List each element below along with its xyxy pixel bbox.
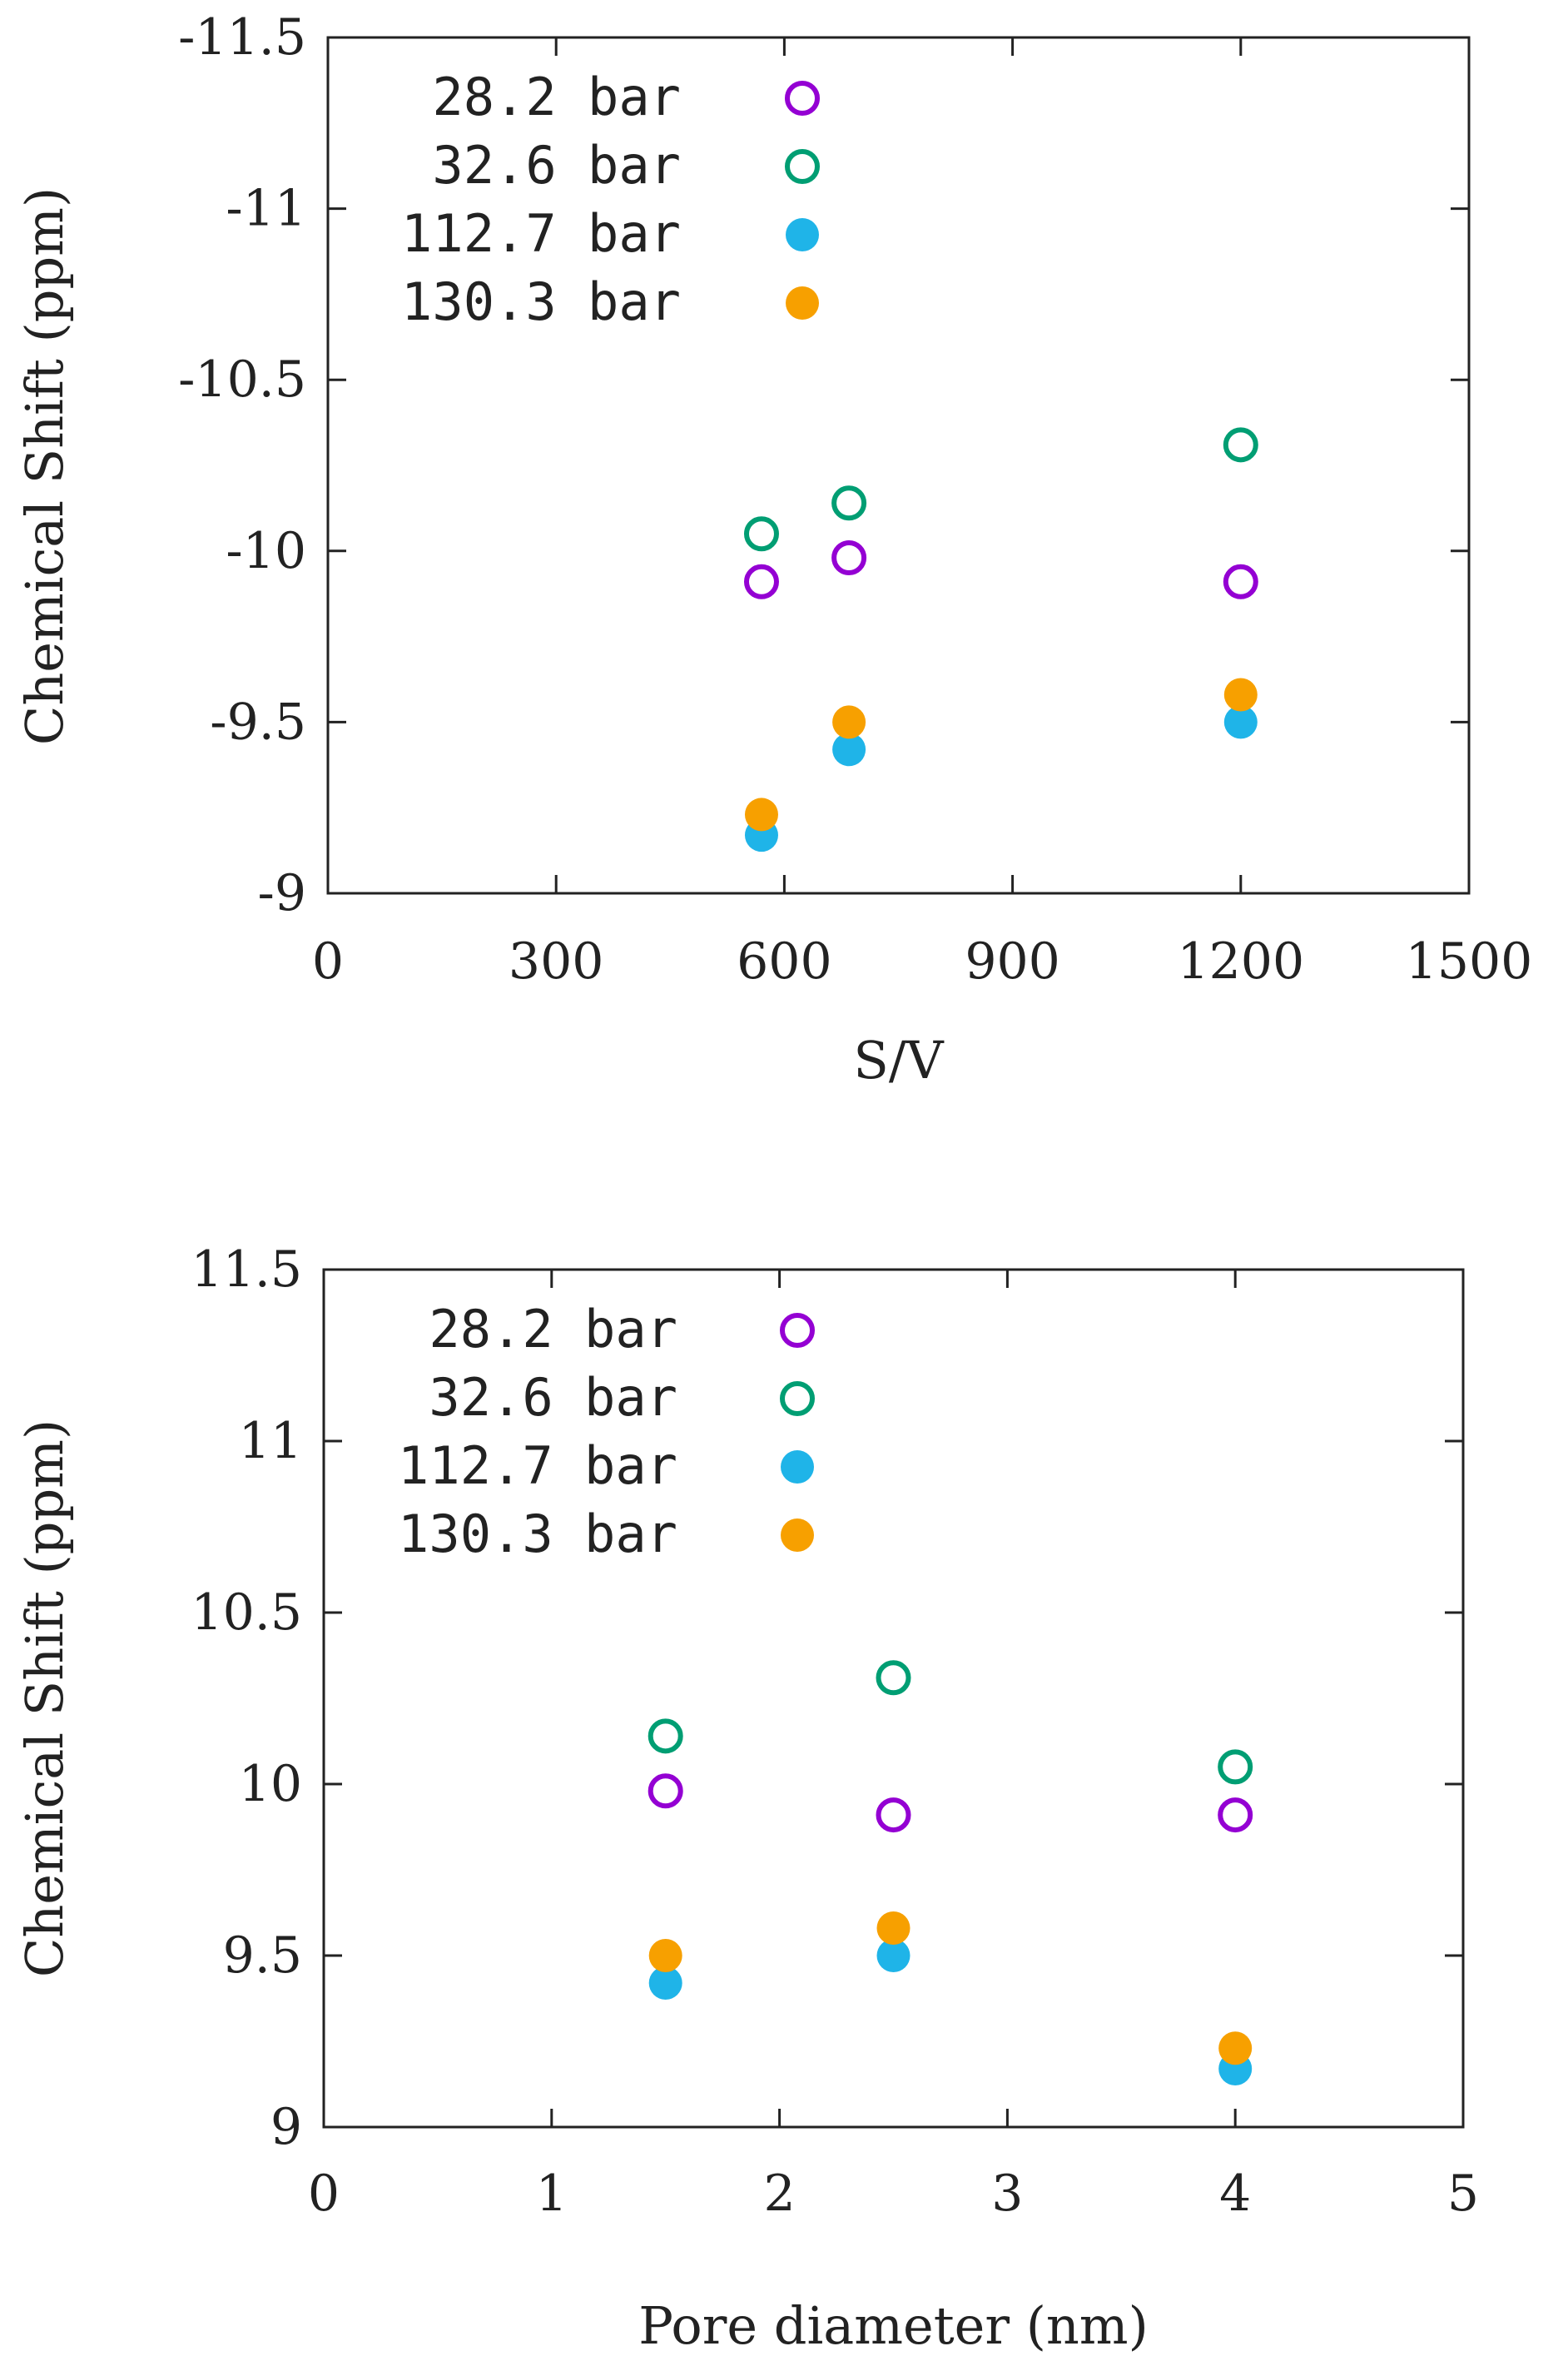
x-axis-title: S/V (853, 1030, 944, 1091)
legend-marker (781, 1518, 814, 1552)
chart-sv-svg: 0 300 600 900 1200 1500 -9 -9.5 -10 -10.5 -11 -11.5… (14, 8, 1533, 1091)
legend-label: 28.2 bar (429, 1299, 677, 1359)
y-axis-title: Chemical Shift (ppm) (14, 187, 75, 745)
x-tick-label: 2 (764, 2165, 796, 2223)
data-point (1223, 678, 1258, 712)
data-point (1218, 1749, 1253, 1785)
series-2 (744, 705, 1258, 852)
legend-marker (780, 1381, 815, 1416)
x-tick-label: 1 (536, 2165, 568, 2223)
data-point (831, 485, 867, 521)
data-point (876, 1797, 911, 1833)
legend-marker (786, 286, 819, 320)
y-axis-title: Chemical Shift (ppm) (14, 1419, 75, 1977)
y-tick-label: -9 (258, 864, 306, 922)
legend-label: 130.3 bar (401, 271, 681, 332)
series-3 (744, 678, 1258, 832)
series-0 (743, 540, 1258, 599)
x-axis-title: Pore diameter (nm) (638, 2295, 1149, 2356)
legend-label: 28.2 bar (432, 67, 681, 127)
chart-pore-diameter: 0 1 2 3 4 5 9 9.5 10 10.5 11 11.5 Pore diameter (nm)… (0, 1178, 1568, 2356)
legend-marker (781, 1450, 814, 1484)
y-tick-label: -10.5 (178, 350, 306, 409)
chart-pore-diameter-svg: 0 1 2 3 4 5 9 9.5 10 10.5 11 11.5 Pore diameter (nm)… (14, 1240, 1479, 2356)
data-point (1223, 705, 1258, 739)
series-1 (743, 427, 1258, 552)
y-tick-label: 11 (239, 1412, 302, 1470)
legend-label: 32.6 bar (429, 1367, 677, 1428)
series-3 (648, 1911, 1253, 2065)
data-point (743, 516, 779, 552)
legend-marker (785, 149, 820, 184)
y-tick-label: -11 (226, 180, 306, 238)
data-point (1223, 427, 1258, 463)
y-tick-label: -9.5 (210, 693, 306, 751)
x-tick-label: 900 (965, 932, 1060, 991)
data-point (876, 1660, 911, 1696)
data-point (831, 540, 867, 576)
y-tick-label: 9.5 (223, 1926, 302, 1985)
data-point (1218, 1797, 1253, 1833)
x-tick-label: 0 (312, 932, 344, 991)
data-point (648, 1966, 682, 2000)
y-tick-label: 9 (270, 2098, 302, 2156)
x-tick-label: 1500 (1406, 932, 1533, 991)
x-tick-label: 300 (509, 932, 604, 991)
data-point (743, 564, 779, 599)
plot-frame (326, 36, 1471, 895)
data-point (648, 1773, 683, 1809)
data-point (876, 1911, 911, 1946)
x-tick-label: 600 (737, 932, 832, 991)
x-tick-label: 0 (308, 2165, 340, 2223)
x-tick-label: 4 (1219, 2165, 1251, 2223)
x-tick-label: 1200 (1177, 932, 1304, 991)
y-tick-label: -10 (226, 522, 306, 580)
data-point (1218, 2031, 1253, 2065)
chart-sv: 0 300 600 900 1200 1500 -9 -9.5 -10 -10.5 -11 -11.5… (14, 8, 1533, 1091)
data-point (648, 1939, 682, 1972)
y-tick-label: 11.5 (191, 1240, 302, 1299)
series-1 (648, 1660, 1253, 1785)
y-tick-label: 10 (239, 1755, 302, 1813)
data-point (648, 1718, 683, 1754)
legend-marker (786, 218, 819, 251)
plot-frame (322, 1268, 1465, 2129)
series-2 (648, 1939, 1253, 2085)
data-point (1223, 564, 1258, 599)
legend-label: 32.6 bar (432, 135, 681, 196)
data-point (832, 733, 866, 767)
legend-label: 130.3 bar (398, 1504, 677, 1564)
legend-marker (780, 1313, 815, 1348)
legend-label: 112.7 bar (401, 203, 681, 264)
y-tick-label: 10.5 (191, 1583, 302, 1642)
legend-marker (785, 81, 820, 116)
data-point (876, 1939, 911, 1972)
legend-label: 112.7 bar (398, 1435, 677, 1496)
series-0 (648, 1773, 1253, 1833)
y-tick-label: -11.5 (178, 8, 306, 67)
data-point (744, 798, 778, 832)
x-tick-label: 3 (991, 2165, 1023, 2223)
x-tick-label: 5 (1447, 2165, 1479, 2223)
data-point (832, 705, 866, 739)
